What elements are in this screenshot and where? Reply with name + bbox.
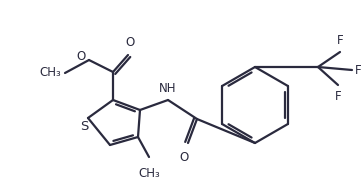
Text: F: F <box>355 64 361 76</box>
Text: NH: NH <box>159 82 177 95</box>
Text: O: O <box>77 50 86 64</box>
Text: CH₃: CH₃ <box>39 66 61 79</box>
Text: CH₃: CH₃ <box>138 167 160 180</box>
Text: O: O <box>125 36 135 49</box>
Text: S: S <box>80 119 88 132</box>
Text: O: O <box>179 151 189 164</box>
Text: F: F <box>337 34 343 47</box>
Text: F: F <box>335 90 341 103</box>
